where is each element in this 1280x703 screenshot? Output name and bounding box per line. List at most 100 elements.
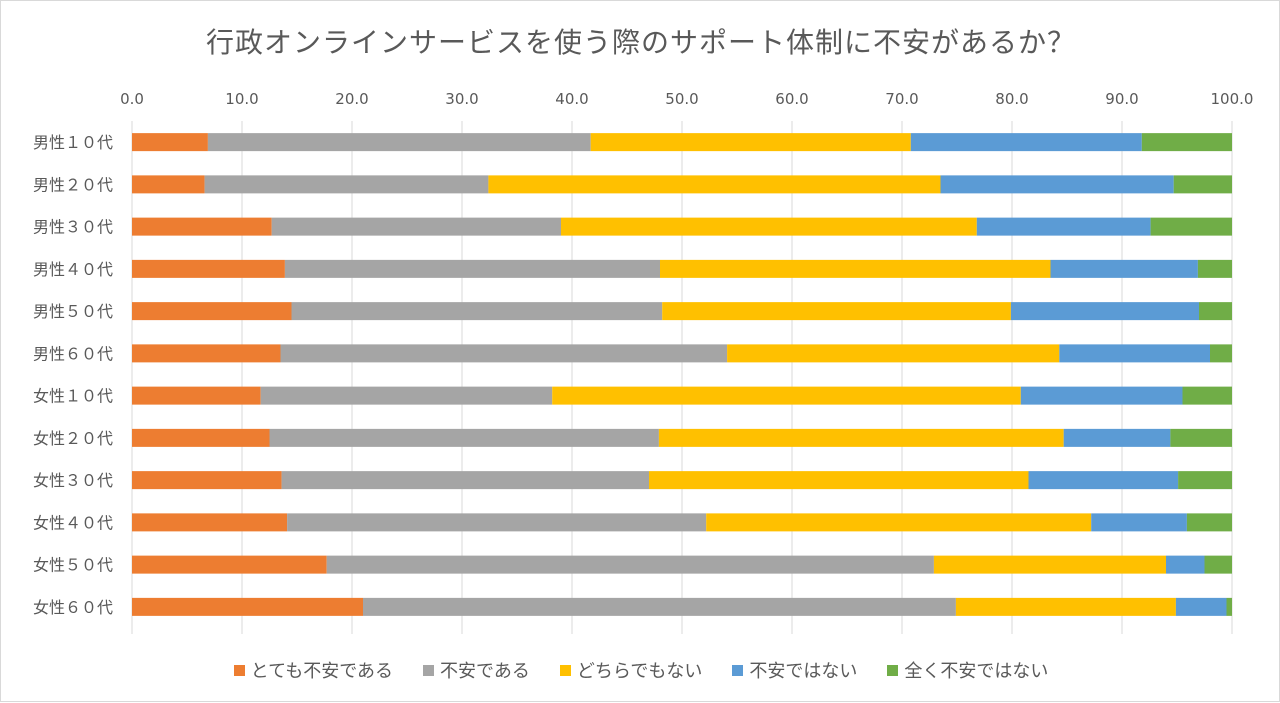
bar-segment-s3-c1	[940, 175, 1174, 194]
bar-segment-s2-c4	[662, 302, 1011, 321]
bar-segment-s4-c10	[1204, 555, 1232, 574]
bar-segment-s1-c3	[284, 259, 660, 278]
x-tick-label: 70.0	[885, 90, 918, 108]
bar-segment-s2-c1	[488, 175, 941, 194]
legend: とても不安である 不安である どちらでもない 不安ではない 全く不安ではない	[1, 657, 1280, 683]
bar-segment-s1-c10	[326, 555, 934, 574]
bar-segment-s1-c11	[363, 597, 956, 616]
legend-label-1: 不安である	[440, 661, 530, 682]
legend-label-4: 全く不安ではない	[904, 661, 1049, 682]
bar-segment-s2-c7	[658, 428, 1064, 447]
category-label: 男性１０代	[33, 133, 113, 152]
x-tick-label: 50.0	[665, 90, 698, 108]
bar-segment-s2-c10	[933, 555, 1166, 574]
bar-segment-s4-c9	[1186, 513, 1232, 532]
bar-segment-s4-c8	[1178, 471, 1232, 490]
bar-segment-s0-c11	[132, 597, 363, 616]
bar-segment-s0-c1	[132, 175, 205, 194]
legend-swatch-2	[559, 664, 571, 676]
category-label: 女性２０代	[33, 429, 113, 448]
bar-segment-s4-c6	[1182, 386, 1232, 405]
bar-segment-s0-c0	[132, 133, 208, 152]
bar-segment-s4-c3	[1197, 259, 1232, 278]
bar-segment-s4-c7	[1170, 428, 1232, 447]
bar-segment-s2-c3	[660, 259, 1051, 278]
category-label: 女性４０代	[33, 513, 113, 532]
legend-item-3: 不安ではない	[732, 657, 857, 683]
bar-segment-s1-c5	[280, 344, 728, 363]
legend-item-0: とても不安である	[233, 657, 394, 683]
bar-segment-s4-c11	[1226, 597, 1232, 616]
x-tick-label: 10.0	[225, 90, 258, 108]
chart-title: 行政オンラインサービスを使う際のサポート体制に不安があるか？	[205, 26, 1076, 59]
bar-segment-s3-c9	[1091, 513, 1187, 532]
bar-segment-s1-c8	[281, 471, 649, 490]
bar-segment-s3-c11	[1175, 597, 1227, 616]
bar-segment-s3-c4	[1010, 302, 1199, 321]
category-label: 男性２０代	[33, 175, 113, 194]
bar-segment-s0-c4	[132, 302, 292, 321]
bar-segment-s3-c3	[1050, 259, 1198, 278]
legend-item-1: 不安である	[423, 657, 530, 683]
x-tick-label: 20.0	[335, 90, 368, 108]
bar-segment-s2-c2	[561, 217, 977, 236]
bar-segment-s3-c10	[1166, 555, 1205, 574]
legend-swatch-0	[233, 664, 245, 676]
legend-swatch-3	[732, 664, 744, 676]
x-tick-label: 80.0	[995, 90, 1028, 108]
legend-item-4: 全く不安ではない	[887, 657, 1048, 683]
category-label: 男性６０代	[33, 344, 113, 363]
bar-segment-s2-c6	[552, 386, 1021, 405]
bar-segment-s3-c0	[910, 133, 1142, 152]
bar-segment-s2-c5	[727, 344, 1060, 363]
category-label: 男性４０代	[33, 260, 113, 279]
bar-segment-s1-c6	[260, 386, 553, 405]
category-label: 女性５０代	[33, 556, 113, 575]
category-label: 男性５０代	[33, 302, 113, 321]
legend-label-0: とても不安である	[250, 661, 394, 682]
x-tick-label: 90.0	[1105, 90, 1138, 108]
bar-segment-s1-c7	[269, 428, 659, 447]
x-tick-label: 100.0	[1211, 90, 1254, 108]
x-tick-label: 60.0	[775, 90, 808, 108]
bar-segment-s3-c7	[1063, 428, 1171, 447]
bar-segment-s2-c9	[706, 513, 1092, 532]
bar-segment-s4-c5	[1210, 344, 1232, 363]
bar-segment-s0-c2	[132, 217, 272, 236]
bar-segment-s0-c9	[132, 513, 288, 532]
category-label: 男性３０代	[33, 218, 113, 237]
bar-segment-s0-c7	[132, 428, 270, 447]
bar-segment-s4-c2	[1150, 217, 1232, 236]
bar-segment-s2-c0	[590, 133, 911, 152]
bar-segment-s3-c5	[1059, 344, 1210, 363]
bar-segment-s0-c10	[132, 555, 327, 574]
bar-segment-s0-c3	[132, 259, 285, 278]
legend-label-3: 不安ではない	[749, 661, 858, 682]
bar-segment-s0-c6	[132, 386, 261, 405]
bar-segment-s2-c11	[955, 597, 1176, 616]
category-label: 女性１０代	[33, 387, 113, 406]
bar-segment-s0-c8	[132, 471, 282, 490]
legend-item-2: どちらでもない	[559, 657, 703, 683]
bar-segment-s0-c5	[132, 344, 281, 363]
x-tick-label: 40.0	[555, 90, 588, 108]
bar-segment-s3-c6	[1020, 386, 1183, 405]
bar-segment-s4-c0	[1141, 133, 1232, 152]
legend-swatch-1	[423, 664, 435, 676]
bar-segment-s4-c1	[1173, 175, 1232, 194]
category-label: 女性６０代	[33, 598, 113, 617]
legend-label-2: どちらでもない	[576, 661, 703, 682]
bar-segment-s1-c9	[287, 513, 707, 532]
bar-segment-s3-c8	[1028, 471, 1179, 490]
bar-segment-s1-c0	[207, 133, 591, 152]
bar-segment-s1-c1	[204, 175, 489, 194]
x-tick-label: 0.0	[120, 90, 144, 108]
category-label: 女性３０代	[33, 471, 113, 490]
bar-segment-s3-c2	[976, 217, 1151, 236]
bar-segment-s1-c4	[291, 302, 663, 321]
bar-segment-s2-c8	[649, 471, 1029, 490]
bar-segment-s1-c2	[271, 217, 561, 236]
x-tick-label: 30.0	[445, 90, 478, 108]
